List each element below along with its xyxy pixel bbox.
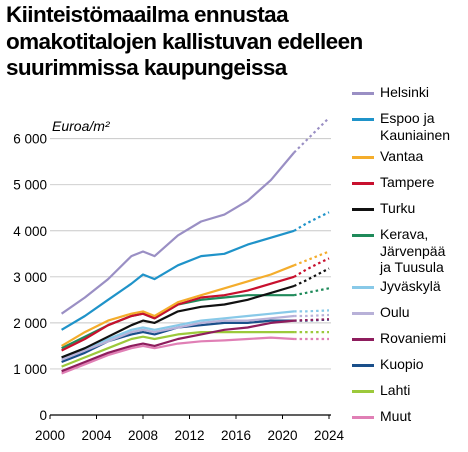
legend-item: Tampere xyxy=(352,174,468,218)
legend-item: Espoo ja Kauniainen xyxy=(352,110,468,154)
series-lines xyxy=(60,117,330,375)
legend-item: Jyväskylä xyxy=(352,278,468,322)
legend-label: Vantaa xyxy=(380,148,424,164)
legend-item: Lahti xyxy=(352,382,468,426)
legend-item: Helsinki xyxy=(352,84,468,128)
title-line-3: suurimmissa kaupungeissa xyxy=(6,55,287,80)
series-forecast-line xyxy=(293,287,330,297)
legend-label: Jyväskylä xyxy=(380,278,441,294)
y-tick-label: 2 000 xyxy=(13,316,47,331)
legend-item: Rovaniemi xyxy=(352,330,468,374)
legend-swatch xyxy=(352,156,374,159)
legend-item: Kuopio xyxy=(352,356,468,400)
series-line xyxy=(61,310,295,359)
legend-swatch xyxy=(352,364,374,367)
x-tick-label: 2000 xyxy=(35,428,65,443)
y-axis-unit-text: Euroa/m² xyxy=(52,118,111,134)
legend-label: Espoo ja Kauniainen xyxy=(380,110,451,143)
series-line xyxy=(61,314,295,361)
legend-label: Helsinki xyxy=(380,84,430,100)
series-line xyxy=(61,331,295,368)
x-tick-label: 2024 xyxy=(314,428,345,443)
x-tick-label: 2012 xyxy=(174,428,204,443)
legend-swatch xyxy=(352,234,374,237)
series-forecast-line xyxy=(293,211,330,232)
legend-label: Lahti xyxy=(380,382,411,398)
legend-swatch xyxy=(352,390,374,393)
x-axis-ticks: 2000 2004 2008 2012 2016 2020 2024 xyxy=(35,415,345,443)
legend-label: Oulu xyxy=(380,304,410,320)
legend-swatch xyxy=(352,338,374,341)
series-forecast-line xyxy=(293,267,330,287)
legend-label: Turku xyxy=(380,200,416,216)
legend-swatch xyxy=(352,312,374,315)
gridlines xyxy=(50,138,331,416)
legend-label: Muut xyxy=(380,408,412,424)
title-line-1: Kiinteistömaailma ennustaa xyxy=(6,2,289,27)
x-tick-label: 2016 xyxy=(221,428,251,443)
x-tick-label: 2008 xyxy=(128,428,158,443)
series-line xyxy=(61,319,295,373)
legend-label: Rovaniemi xyxy=(380,330,447,346)
series-forecast-line xyxy=(294,309,330,313)
legend-swatch xyxy=(352,416,374,419)
series-forecast-line xyxy=(293,257,330,278)
chart-title: Kiinteistömaailma ennustaa omakotitaloje… xyxy=(6,2,363,82)
x-tick-label: 2020 xyxy=(267,428,297,443)
legend-item: Oulu xyxy=(352,304,468,348)
series-forecast-line xyxy=(293,250,330,267)
legend-label: Tampere xyxy=(380,174,435,190)
y-axis-ticks: 0 1 000 2 000 3 000 4 000 5 000 6 000 xyxy=(13,132,47,423)
legend-label: Kerava, Järvenpää ja Tuusula xyxy=(380,226,446,275)
legend-swatch xyxy=(352,118,374,121)
legend-label: Kuopio xyxy=(380,356,424,372)
legend-item: Turku xyxy=(352,200,468,244)
series-line xyxy=(61,275,295,352)
y-tick-label: 0 xyxy=(39,408,47,423)
line-chart: 0 1 000 2 000 3 000 4 000 5 000 6 000 2000 2004… xyxy=(13,117,345,443)
y-tick-label: 3 000 xyxy=(13,270,47,285)
legend-swatch xyxy=(352,92,374,95)
legend-swatch xyxy=(352,182,374,185)
legend-swatch xyxy=(352,286,374,289)
y-tick-label: 4 000 xyxy=(13,224,47,239)
legend-item: Kerava, Järvenpää ja Tuusula xyxy=(352,226,468,275)
title-line-2: omakotitalojen kallistuvan edelleen xyxy=(6,28,363,54)
series-line xyxy=(60,151,295,315)
y-axis-unit-label: Euroa/m² xyxy=(52,118,111,134)
series-forecast-line xyxy=(294,313,330,318)
series-line xyxy=(61,229,295,331)
legend-item: Vantaa xyxy=(352,148,468,192)
series-forecast-line xyxy=(293,117,330,154)
y-tick-label: 5 000 xyxy=(13,178,47,193)
series-forecast-line xyxy=(294,318,330,322)
legend-swatch xyxy=(352,208,374,211)
series-line xyxy=(61,284,295,359)
series-line xyxy=(61,264,295,347)
legend-item: Muut xyxy=(352,408,468,452)
series-line xyxy=(61,336,295,375)
x-tick-label: 2004 xyxy=(81,428,112,443)
y-tick-label: 1 000 xyxy=(13,362,47,377)
y-tick-label: 6 000 xyxy=(13,132,47,147)
